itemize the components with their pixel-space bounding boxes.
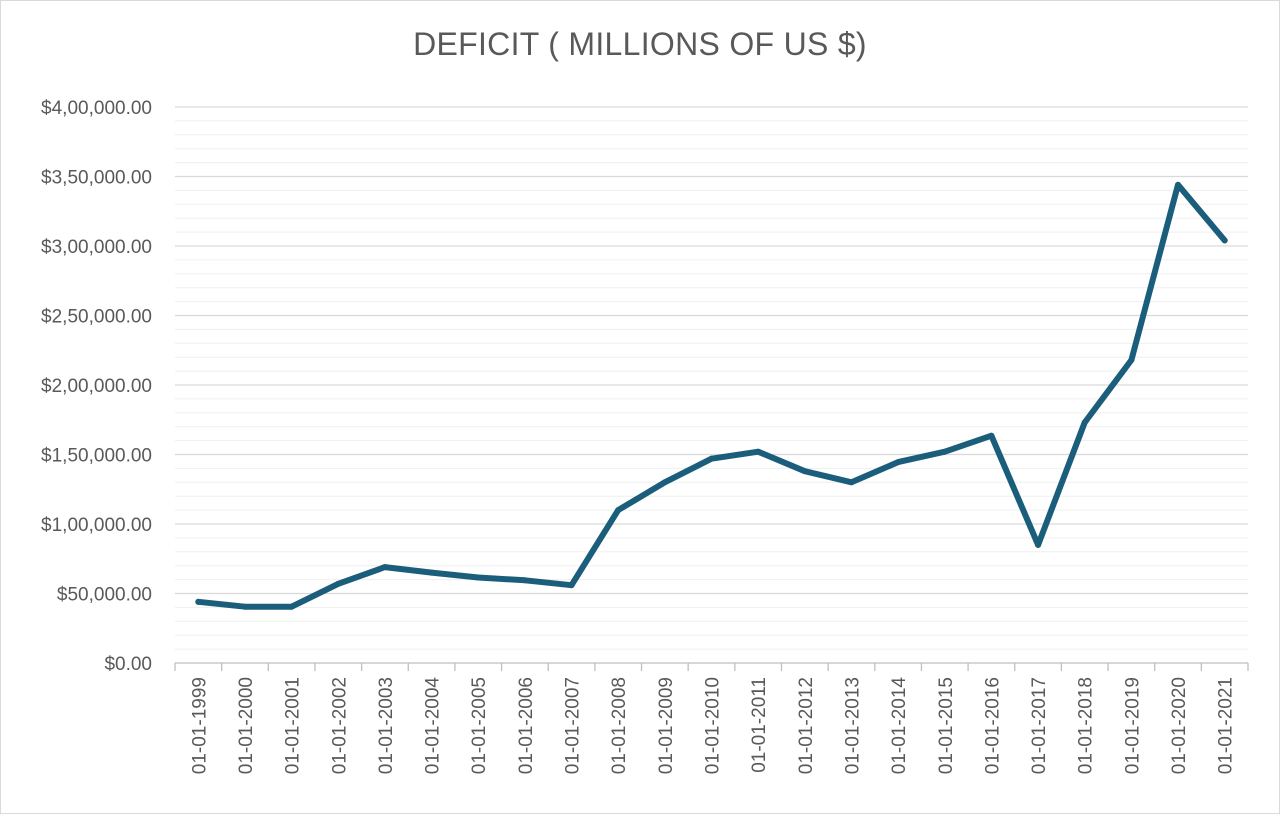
data-point xyxy=(381,564,388,571)
data-point xyxy=(941,448,948,455)
data-point xyxy=(521,577,528,584)
y-axis-labels: $0.00 $50,000.00 $1,00,000.00 $1,50,000.00 $… xyxy=(41,98,152,675)
y-tick-label: $0.00 xyxy=(104,654,152,675)
data-point xyxy=(895,459,902,466)
data-point xyxy=(848,479,855,486)
series-layer xyxy=(195,181,1228,610)
x-axis-labels: 01-01-1999 01-01-2000 01-01-2001 01-01-2002… xyxy=(189,677,1236,775)
x-tick-label: 01-01-2003 xyxy=(376,677,397,774)
x-tick-label: 01-01-2015 xyxy=(936,677,957,774)
y-tick-label: $50,000.00 xyxy=(57,585,152,606)
x-tick-label: 01-01-2014 xyxy=(889,677,910,775)
x-tick-label: 01-01-2000 xyxy=(236,677,257,774)
data-point xyxy=(1035,541,1042,548)
data-point xyxy=(428,569,435,576)
data-point xyxy=(1128,356,1135,363)
x-tick-label: 01-01-2016 xyxy=(982,677,1003,774)
x-tick-label: 01-01-2002 xyxy=(329,677,350,774)
data-point xyxy=(195,598,202,605)
data-point xyxy=(708,455,715,462)
data-point xyxy=(241,603,248,610)
data-point xyxy=(988,432,995,439)
y-tick-label: $1,00,000.00 xyxy=(41,515,152,536)
data-point xyxy=(1081,419,1088,426)
x-tick-label: 01-01-2018 xyxy=(1076,677,1097,774)
chart-title: DEFICIT ( MILLIONS OF US $) xyxy=(413,26,867,62)
x-tick-label: 01-01-2006 xyxy=(516,677,537,774)
x-tick-label: 01-01-2020 xyxy=(1169,677,1190,774)
major-gridlines xyxy=(175,106,1248,595)
x-tick-label: 01-01-1999 xyxy=(189,677,210,774)
x-tick-label: 01-01-2008 xyxy=(609,677,630,774)
data-point xyxy=(755,448,762,455)
y-tick-label: $1,50,000.00 xyxy=(41,446,152,467)
y-tick-label: $3,00,000.00 xyxy=(41,237,152,258)
data-point xyxy=(568,582,575,589)
series-line xyxy=(195,181,1228,610)
x-tick-label: 01-01-2019 xyxy=(1122,677,1143,774)
y-tick-label: $4,00,000.00 xyxy=(41,98,152,119)
x-tick-label: 01-01-2009 xyxy=(656,677,677,774)
data-point xyxy=(801,468,808,475)
x-tick-label: 01-01-2004 xyxy=(423,677,444,775)
x-axis xyxy=(174,662,1249,671)
x-tick-label: 01-01-2010 xyxy=(703,677,724,774)
data-point xyxy=(661,479,668,486)
x-tick-label: 01-01-2001 xyxy=(283,677,304,774)
data-point xyxy=(1175,181,1182,188)
x-tick-label: 01-01-2012 xyxy=(796,677,817,774)
data-point xyxy=(475,574,482,581)
x-tick-label: 01-01-2005 xyxy=(469,677,490,774)
data-point xyxy=(615,507,622,514)
x-tick-label: 01-01-2007 xyxy=(563,677,584,774)
x-tick-label: 01-01-2017 xyxy=(1029,677,1050,774)
data-point xyxy=(1221,237,1228,244)
y-tick-label: $2,50,000.00 xyxy=(41,307,152,328)
y-tick-label: $2,00,000.00 xyxy=(41,376,152,397)
x-tick-label: 01-01-2021 xyxy=(1216,677,1237,774)
data-point xyxy=(335,580,342,587)
x-tick-label: 01-01-2011 xyxy=(749,677,770,773)
minor-gridlines xyxy=(175,120,1248,650)
data-point xyxy=(288,603,295,610)
y-tick-label: $3,50,000.00 xyxy=(41,168,152,189)
x-tick-label: 01-01-2013 xyxy=(842,677,863,774)
